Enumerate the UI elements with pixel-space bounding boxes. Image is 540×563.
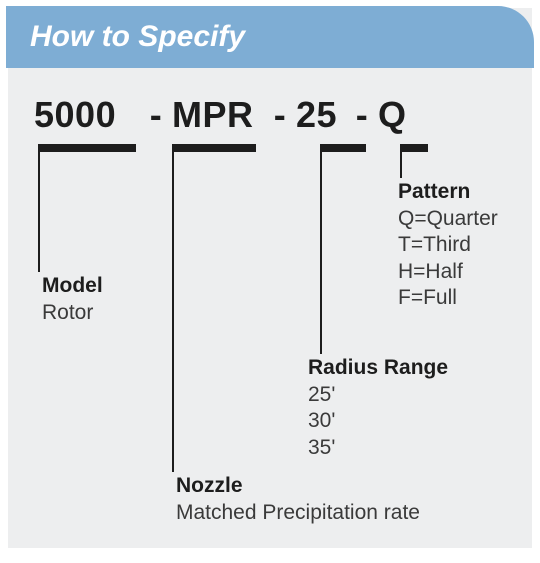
pattern-title: Pattern [398, 180, 528, 204]
card-header: How to Specify [6, 6, 534, 68]
radius-opt-25: 25' [308, 382, 478, 408]
spec-code-line: 5000 - MPR - 25 - Q [34, 94, 506, 136]
pattern-opt-t: T=Third [398, 232, 528, 258]
spec-dash-3: - [346, 94, 378, 136]
underline-pattern [400, 144, 428, 152]
connector-model [38, 152, 40, 272]
connector-radius [320, 152, 322, 354]
radius-title: Radius Range [308, 356, 478, 380]
pattern-opt-h: H=Half [398, 259, 528, 285]
connector-nozzle [172, 152, 174, 472]
pattern-block: Pattern Q=Quarter T=Third H=Half F=Full [398, 180, 528, 311]
header-title: How to Specify [30, 20, 245, 53]
model-block: Model Rotor [42, 274, 162, 326]
spec-seg-pattern: Q [378, 94, 412, 136]
card-content: 5000 - MPR - 25 - Q [8, 70, 532, 136]
radius-opt-35: 35' [308, 435, 478, 461]
model-value: Rotor [42, 300, 162, 326]
spec-card: How to Specify 5000 - MPR - 25 - Q Patte… [8, 8, 532, 548]
underline-radius [320, 144, 366, 152]
model-title: Model [42, 274, 162, 298]
connector-pattern [400, 152, 402, 178]
spec-seg-radius: 25 [296, 94, 346, 136]
spec-dash-2: - [264, 94, 296, 136]
underline-nozzle [172, 144, 256, 152]
spec-seg-model: 5000 [34, 94, 140, 136]
radius-opt-30: 30' [308, 408, 478, 434]
spec-dash-1: - [140, 94, 172, 136]
nozzle-value: Matched Precipitation rate [176, 500, 506, 526]
pattern-opt-q: Q=Quarter [398, 206, 528, 232]
radius-block: Radius Range 25' 30' 35' [308, 356, 478, 461]
nozzle-block: Nozzle Matched Precipitation rate [176, 474, 506, 526]
pattern-opt-f: F=Full [398, 285, 528, 311]
underline-model [38, 144, 136, 152]
spec-seg-nozzle: MPR [172, 94, 264, 136]
nozzle-title: Nozzle [176, 474, 506, 498]
